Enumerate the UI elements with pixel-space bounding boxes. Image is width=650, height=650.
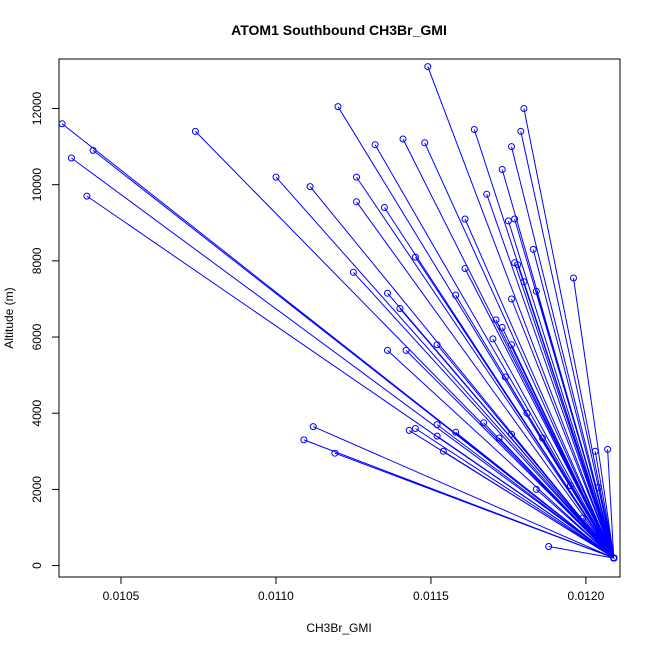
data-point <box>508 295 515 303</box>
data-point <box>439 447 447 455</box>
y-axis-label: Altitude (m) <box>2 287 16 348</box>
data-point <box>520 105 528 112</box>
y-tick-label: 8000 <box>30 247 44 274</box>
x-axis: 0.0105 0.0110 0.0115 0.0120 <box>103 577 605 603</box>
data-point <box>83 192 91 200</box>
data-point <box>520 278 528 286</box>
data-point <box>384 289 391 297</box>
data-point <box>511 215 519 223</box>
x-tick-label: 0.0115 <box>413 589 449 603</box>
data-point <box>433 421 441 429</box>
data-point <box>272 173 280 181</box>
data-point <box>579 514 587 522</box>
data-point <box>489 335 497 343</box>
y-tick-label: 4000 <box>30 400 44 427</box>
data-point <box>89 146 97 154</box>
data-point <box>421 139 429 147</box>
data-point <box>67 154 75 162</box>
data-point <box>334 103 342 111</box>
data-point <box>604 445 612 453</box>
data-point <box>498 166 506 173</box>
data-point <box>508 143 515 151</box>
data-point <box>545 543 553 550</box>
data-point <box>517 127 525 135</box>
data-point <box>591 447 599 455</box>
data-point <box>492 316 500 324</box>
data-point <box>610 554 618 562</box>
data-point <box>532 485 540 493</box>
data-point <box>371 141 379 149</box>
x-axis-label: CH3Br_GMI <box>306 621 371 635</box>
data-point <box>380 204 388 211</box>
x-tick-label: 0.0105 <box>103 589 140 603</box>
data-point <box>470 126 478 133</box>
data-point <box>523 409 531 417</box>
data-point <box>566 482 574 490</box>
data-point <box>353 198 360 206</box>
data-point <box>539 434 546 442</box>
data-point <box>402 346 410 354</box>
data-point <box>331 449 339 457</box>
data-point <box>508 430 515 438</box>
data-point <box>529 245 537 253</box>
data-point <box>508 341 515 349</box>
data-point <box>396 305 404 312</box>
data-point <box>461 215 469 223</box>
data-point <box>504 217 512 225</box>
chart-title: ATOM1 Southbound CH3Br_GMI <box>231 22 447 38</box>
data-point <box>399 135 407 143</box>
data-point <box>411 425 419 432</box>
data-point <box>570 274 577 282</box>
y-tick-label: 6000 <box>30 323 44 350</box>
y-tick-label: 2000 <box>30 476 44 503</box>
data-point <box>498 324 506 331</box>
data-point <box>461 265 469 272</box>
data-point <box>384 346 391 354</box>
data-point <box>191 127 199 135</box>
data-point <box>495 434 503 442</box>
data-point <box>309 423 317 431</box>
data-point <box>349 268 357 276</box>
data-point <box>411 253 419 261</box>
y-tick-label: 12000 <box>30 92 44 126</box>
data-point <box>353 173 360 181</box>
x-tick-label: 0.0110 <box>258 589 294 603</box>
data-point <box>433 341 441 349</box>
data-point <box>300 436 308 444</box>
plot-frame <box>58 58 621 578</box>
y-axis: 0 2000 4000 6000 8000 10000 12000 <box>30 92 59 569</box>
data-point <box>405 426 413 434</box>
y-tick-label: 10000 <box>30 168 44 202</box>
data-point <box>501 373 509 381</box>
series-line <box>61 66 615 560</box>
series-layer <box>58 63 618 562</box>
y-tick-label: 0 <box>30 562 44 569</box>
data-point <box>532 287 540 295</box>
data-point <box>306 183 314 191</box>
x-tick-label: 0.0120 <box>568 589 605 603</box>
data-point <box>514 261 522 269</box>
data-point <box>452 428 460 436</box>
data-point <box>483 190 491 198</box>
data-point <box>433 432 441 440</box>
data-point <box>594 484 602 491</box>
data-point <box>480 419 488 427</box>
data-point <box>58 120 66 128</box>
data-point <box>452 291 460 299</box>
data-point <box>424 63 432 71</box>
